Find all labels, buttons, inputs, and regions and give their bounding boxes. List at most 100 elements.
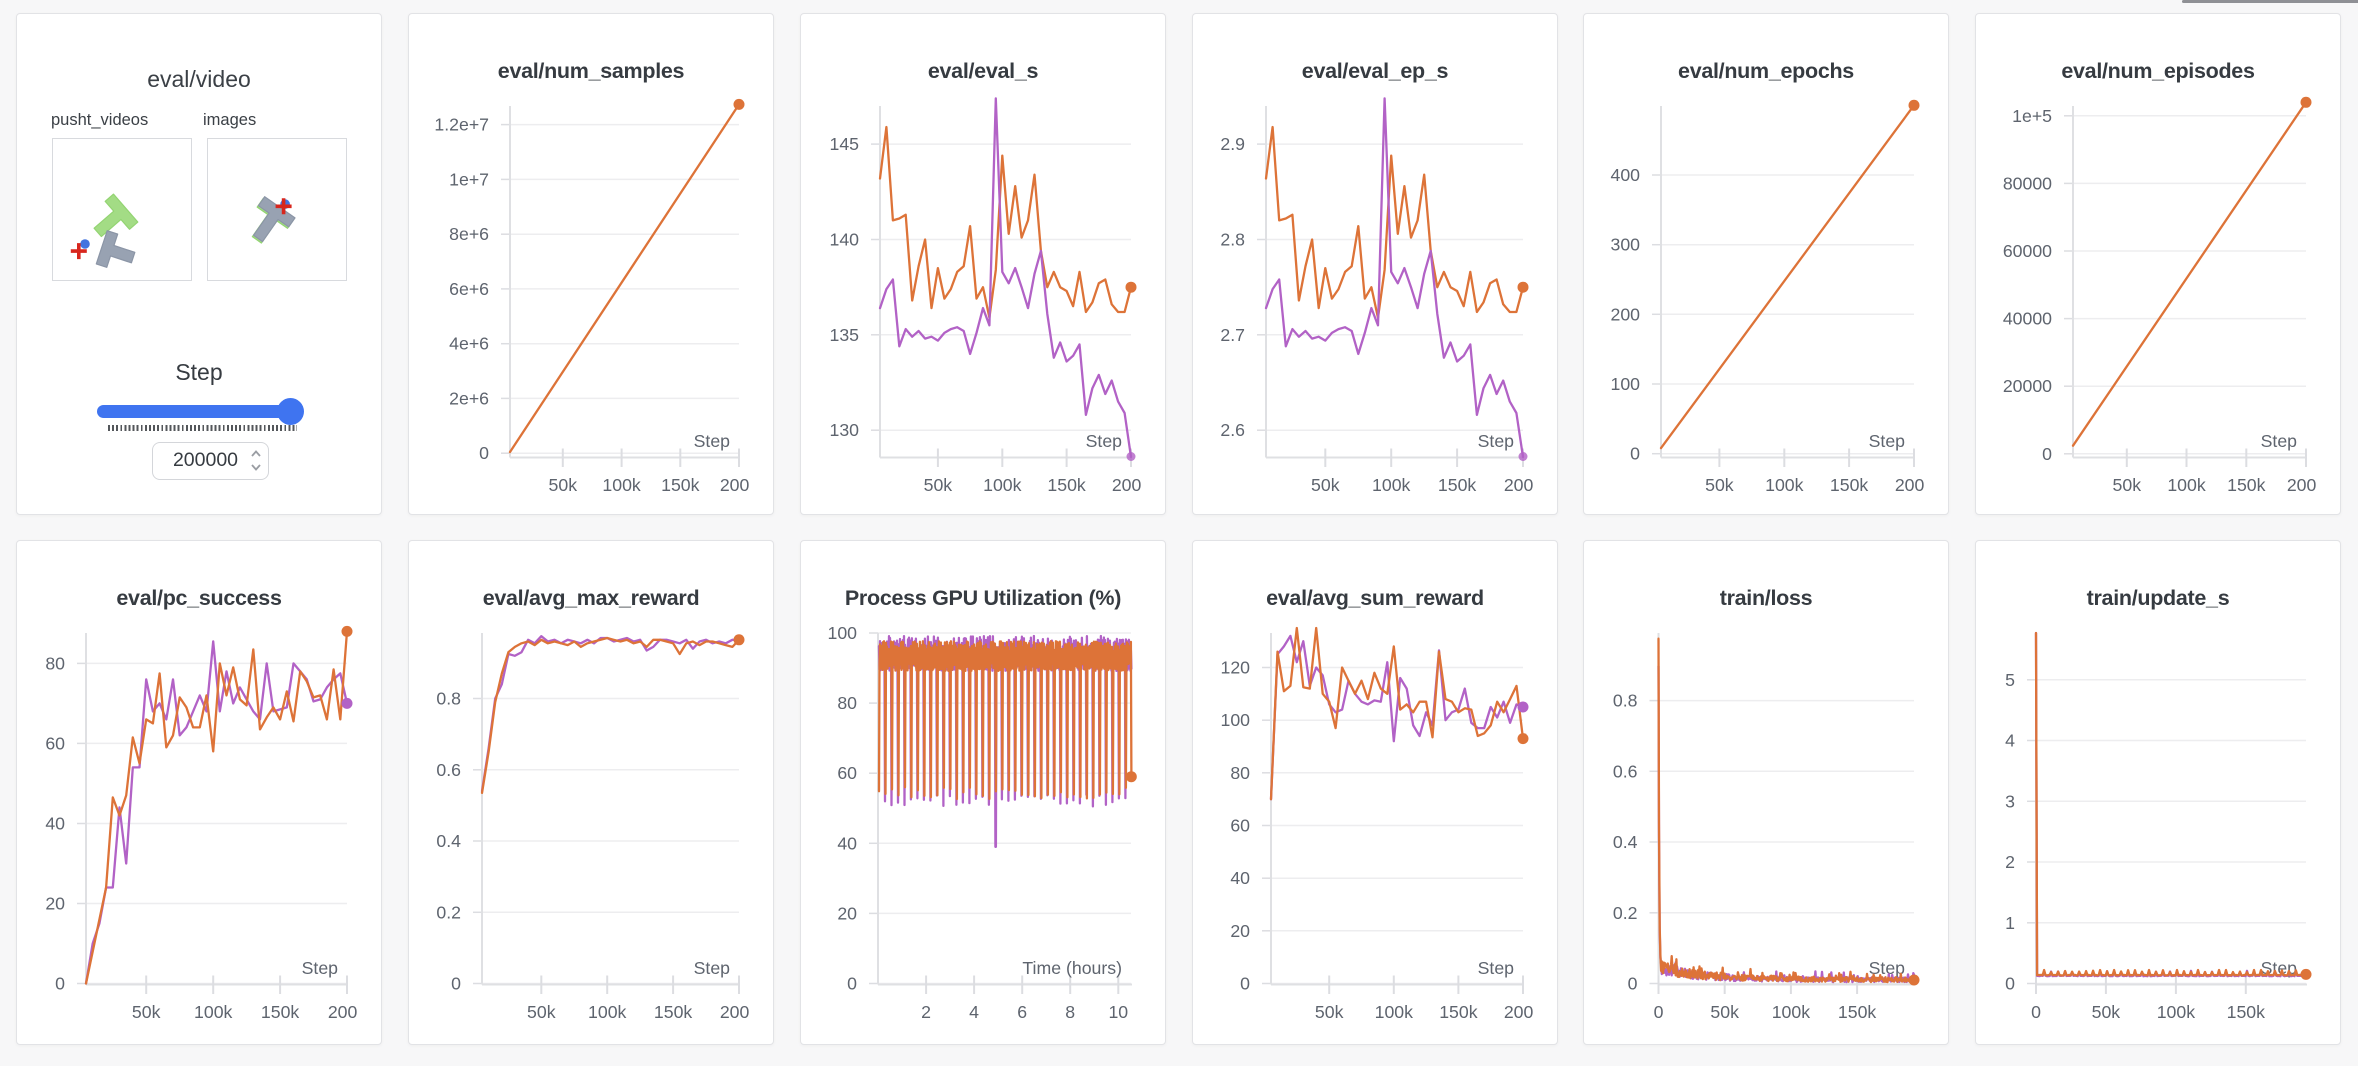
svg-text:140: 140 bbox=[829, 230, 859, 250]
svg-text:0: 0 bbox=[1630, 444, 1640, 464]
svg-text:Step: Step bbox=[694, 958, 731, 978]
svg-text:eval/num_episodes: eval/num_episodes bbox=[2061, 59, 2255, 83]
svg-text:2.8: 2.8 bbox=[1220, 230, 1245, 250]
svg-text:eval/eval_s: eval/eval_s bbox=[928, 59, 1039, 83]
svg-text:40000: 40000 bbox=[2003, 309, 2052, 329]
svg-text:100k: 100k bbox=[1765, 475, 1804, 495]
svg-text:4: 4 bbox=[2005, 731, 2015, 751]
svg-text:0: 0 bbox=[479, 443, 489, 463]
svg-text:50k: 50k bbox=[2113, 475, 2142, 495]
svg-text:eval/avg_sum_reward: eval/avg_sum_reward bbox=[1266, 586, 1484, 610]
svg-text:2: 2 bbox=[921, 1002, 931, 1022]
svg-text:50k: 50k bbox=[549, 475, 578, 495]
svg-text:150k: 150k bbox=[1830, 475, 1869, 495]
svg-text:20: 20 bbox=[837, 903, 857, 923]
svg-text:150k: 150k bbox=[1439, 1002, 1478, 1022]
svg-text:200: 200 bbox=[720, 1002, 750, 1022]
svg-text:eval/num_samples: eval/num_samples bbox=[498, 59, 685, 83]
svg-text:80: 80 bbox=[1230, 763, 1250, 783]
svg-text:8e+6: 8e+6 bbox=[449, 224, 489, 244]
svg-text:60: 60 bbox=[1230, 816, 1250, 836]
svg-text:2e+6: 2e+6 bbox=[449, 388, 489, 408]
svg-text:eval/avg_max_reward: eval/avg_max_reward bbox=[483, 586, 700, 610]
svg-text:8: 8 bbox=[1065, 1002, 1075, 1022]
svg-text:200: 200 bbox=[1504, 1002, 1534, 1022]
svg-text:20: 20 bbox=[45, 894, 65, 914]
svg-text:40: 40 bbox=[837, 833, 857, 853]
svg-text:2.7: 2.7 bbox=[1220, 325, 1245, 345]
svg-text:400: 400 bbox=[1610, 165, 1640, 185]
svg-text:5: 5 bbox=[2005, 670, 2015, 690]
svg-text:300: 300 bbox=[1610, 235, 1640, 255]
svg-text:20000: 20000 bbox=[2003, 376, 2052, 396]
svg-text:150k: 150k bbox=[2227, 475, 2266, 495]
svg-text:Step: Step bbox=[1869, 431, 1906, 451]
svg-text:6: 6 bbox=[1017, 1002, 1027, 1022]
svg-text:4e+6: 4e+6 bbox=[449, 334, 489, 354]
svg-text:100k: 100k bbox=[194, 1002, 233, 1022]
svg-text:Step: Step bbox=[1086, 431, 1123, 451]
svg-text:Step: Step bbox=[694, 431, 731, 451]
svg-text:0.8: 0.8 bbox=[436, 689, 461, 709]
svg-text:150k: 150k bbox=[1438, 475, 1477, 495]
svg-text:20: 20 bbox=[1230, 921, 1250, 941]
svg-text:200: 200 bbox=[1610, 304, 1640, 324]
svg-text:train/loss: train/loss bbox=[1720, 586, 1813, 610]
svg-text:60: 60 bbox=[45, 733, 65, 753]
svg-text:Step: Step bbox=[1478, 958, 1515, 978]
svg-text:150k: 150k bbox=[261, 1002, 300, 1022]
svg-text:150k: 150k bbox=[1047, 475, 1086, 495]
svg-text:100k: 100k bbox=[1372, 475, 1411, 495]
svg-text:0: 0 bbox=[1240, 974, 1250, 994]
svg-text:100: 100 bbox=[1220, 710, 1250, 730]
svg-text:50k: 50k bbox=[1311, 475, 1340, 495]
svg-text:130: 130 bbox=[829, 420, 859, 440]
svg-text:50k: 50k bbox=[924, 475, 953, 495]
svg-text:100: 100 bbox=[1610, 374, 1640, 394]
svg-text:50k: 50k bbox=[527, 1002, 556, 1022]
svg-text:100k: 100k bbox=[1375, 1002, 1414, 1022]
svg-text:0.2: 0.2 bbox=[436, 902, 461, 922]
svg-text:2: 2 bbox=[2005, 852, 2015, 872]
svg-text:Process GPU Utilization (%): Process GPU Utilization (%) bbox=[845, 586, 1121, 610]
svg-text:0: 0 bbox=[2005, 974, 2015, 994]
svg-text:1.2e+7: 1.2e+7 bbox=[434, 115, 489, 135]
svg-text:0: 0 bbox=[451, 974, 461, 994]
svg-text:0.4: 0.4 bbox=[1613, 832, 1638, 852]
svg-text:0.6: 0.6 bbox=[436, 760, 461, 780]
svg-text:0: 0 bbox=[1654, 1002, 1664, 1022]
svg-text:40: 40 bbox=[1230, 868, 1250, 888]
svg-text:0: 0 bbox=[2042, 444, 2052, 464]
svg-text:150k: 150k bbox=[1838, 1002, 1877, 1022]
svg-text:150k: 150k bbox=[654, 1002, 693, 1022]
svg-text:eval/pc_success: eval/pc_success bbox=[116, 586, 282, 610]
svg-text:100k: 100k bbox=[2167, 475, 2206, 495]
svg-text:40: 40 bbox=[45, 814, 65, 834]
svg-text:0: 0 bbox=[55, 974, 65, 994]
svg-text:3: 3 bbox=[2005, 791, 2015, 811]
svg-text:80: 80 bbox=[837, 693, 857, 713]
svg-text:50k: 50k bbox=[1710, 1002, 1739, 1022]
svg-text:0: 0 bbox=[1628, 974, 1638, 994]
svg-text:0.6: 0.6 bbox=[1613, 761, 1638, 781]
svg-text:60: 60 bbox=[837, 763, 857, 783]
svg-text:4: 4 bbox=[969, 1002, 979, 1022]
svg-text:150k: 150k bbox=[2227, 1002, 2266, 1022]
svg-text:50k: 50k bbox=[132, 1002, 161, 1022]
svg-text:100k: 100k bbox=[1772, 1002, 1811, 1022]
svg-text:120: 120 bbox=[1220, 658, 1250, 678]
svg-text:0.8: 0.8 bbox=[1613, 691, 1638, 711]
svg-text:10: 10 bbox=[1108, 1002, 1128, 1022]
svg-text:200: 200 bbox=[1895, 475, 1925, 495]
svg-text:200: 200 bbox=[1504, 475, 1534, 495]
svg-text:200: 200 bbox=[328, 1002, 358, 1022]
svg-text:145: 145 bbox=[829, 134, 859, 154]
svg-text:80000: 80000 bbox=[2003, 173, 2052, 193]
svg-text:100k: 100k bbox=[983, 475, 1022, 495]
svg-text:Time (hours): Time (hours) bbox=[1022, 958, 1122, 978]
svg-text:train/update_s: train/update_s bbox=[2087, 586, 2230, 610]
svg-text:0: 0 bbox=[2031, 1002, 2041, 1022]
svg-text:100k: 100k bbox=[588, 1002, 627, 1022]
svg-text:Step: Step bbox=[1478, 431, 1515, 451]
svg-text:eval/eval_ep_s: eval/eval_ep_s bbox=[1302, 59, 1449, 83]
